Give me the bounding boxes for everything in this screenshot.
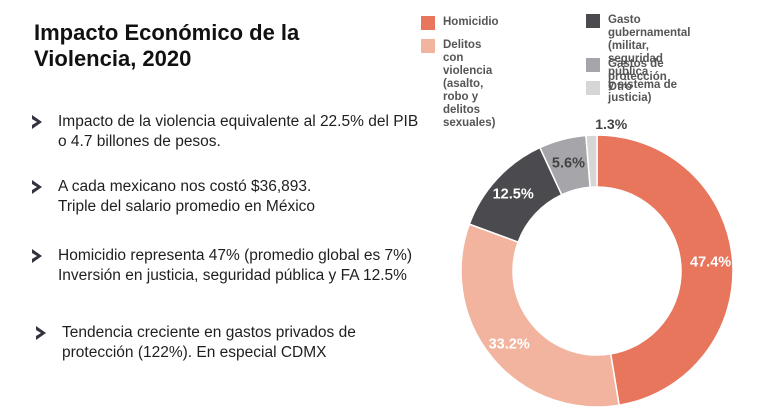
bullet-item-4: Tendencia creciente en gastos privados d… xyxy=(34,323,356,363)
legend-label: Homicidio xyxy=(443,16,499,28)
donut-slice-delitos xyxy=(460,223,620,408)
legend-label: Otro xyxy=(608,81,633,93)
legend-swatch xyxy=(421,16,435,30)
chevron-right-icon xyxy=(32,115,42,129)
data-label-proteccion: 5.6% xyxy=(552,156,585,172)
chevron-right-icon xyxy=(36,326,46,340)
bullet-1-line-2: o 4.7 billones de pesos. xyxy=(58,133,221,150)
bullet-item-1: Impacto de la violencia equivalente al 2… xyxy=(30,112,418,152)
donut-slice-otro xyxy=(585,134,598,189)
legend-item-proteccion: Gastos de protección xyxy=(586,58,667,84)
bullet-item-2: A cada mexicano nos costó $36,893. Tripl… xyxy=(30,177,315,217)
legend-swatch xyxy=(421,39,435,53)
legend-label: Gastos de protección xyxy=(608,58,667,83)
legend-item-otro: Otro xyxy=(586,81,632,95)
legend-swatch xyxy=(586,81,600,95)
bullet-2-line-1: A cada mexicano nos costó $36,893. xyxy=(58,178,312,195)
legend-label: Delitos con violencia (asalto, robo y de… xyxy=(443,39,496,129)
bullet-3-line-1: Homicidio representa 47% (promedio globa… xyxy=(58,247,413,264)
data-label-homicidio: 47.4% xyxy=(690,255,731,271)
legend-item-homicidio: Homicidio xyxy=(421,16,499,30)
legend-swatch xyxy=(586,58,600,72)
data-label-gasto-gubernamental: 12.5% xyxy=(493,187,534,203)
bullet-item-3: Homicidio representa 47% (promedio globa… xyxy=(30,246,412,286)
legend-item-delitos: Delitos con violencia (asalto, robo y de… xyxy=(421,39,495,130)
legend-swatch xyxy=(586,14,600,28)
bullet-1-line-1: Impacto de la violencia equivalente al 2… xyxy=(58,113,419,130)
bullet-4-line-2: protección (122%). En especial CDMX xyxy=(62,344,327,361)
data-label-delitos: 33.2% xyxy=(489,337,530,353)
slide-title: Impacto Económico de la Violencia, 2020 xyxy=(34,20,300,71)
donut-slice-homicidio xyxy=(596,134,734,407)
bullet-3-line-2: Inversión en justicia, seguridad pública… xyxy=(58,267,407,284)
bullet-2-line-2: Triple del salario promedio en México xyxy=(58,198,316,215)
chevron-right-icon xyxy=(32,180,42,194)
legend-label: Gasto gubernamental (militar, seguridad … xyxy=(608,14,691,104)
legend-item-gasto-gubernamental: Gasto gubernamental (militar, seguridad … xyxy=(586,14,690,105)
data-label-otro: 1.3% xyxy=(595,116,627,132)
bullet-4-line-1: Tendencia creciente en gastos privados d… xyxy=(62,324,356,341)
chevron-right-icon xyxy=(32,249,42,263)
